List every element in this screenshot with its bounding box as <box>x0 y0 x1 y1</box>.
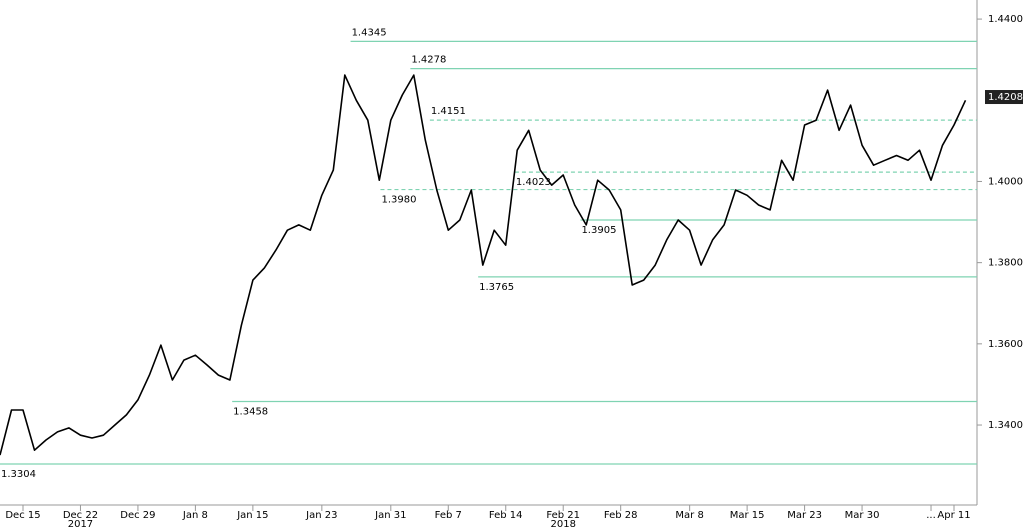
x-tick-label: Feb 28 <box>604 510 638 521</box>
y-tick-label: 1.4000 <box>988 176 1023 187</box>
year-label: 2018 <box>550 519 575 529</box>
x-tick-label: Jan 23 <box>305 510 337 521</box>
x-tick-label: Mar 15 <box>730 510 765 521</box>
y-tick-label: 1.3600 <box>988 339 1023 350</box>
x-tick-label: Jan 8 <box>182 510 208 521</box>
level-label: 1.3980 <box>381 195 416 206</box>
last-value-box <box>985 90 1023 105</box>
x-tick-label: Jan 15 <box>236 510 268 521</box>
x-tick-label: Mar 8 <box>675 510 703 521</box>
level-label: 1.4345 <box>352 27 387 38</box>
y-tick-label: 1.4400 <box>988 14 1023 25</box>
level-label: 1.4023 <box>516 177 551 188</box>
level-label: 1.3765 <box>479 282 514 293</box>
last-value-label: 1.4208 <box>988 92 1023 103</box>
x-tick-label: Dec 22 <box>63 510 98 521</box>
x-tick-label: Feb 7 <box>435 510 462 521</box>
level-label: 1.3905 <box>581 225 616 236</box>
x-tick-label: ... <box>926 510 936 521</box>
level-label: 1.4151 <box>431 106 466 117</box>
x-tick-label: Jan 31 <box>374 510 406 521</box>
y-tick-label: 1.3400 <box>988 420 1023 431</box>
x-tick-label: Dec 29 <box>120 510 155 521</box>
x-tick-label: Dec 15 <box>5 510 40 521</box>
price-line <box>0 74 967 456</box>
y-tick-label: 1.3800 <box>988 258 1023 269</box>
x-tick-label: Feb 14 <box>489 510 523 521</box>
level-label: 1.3458 <box>233 406 268 417</box>
level-label: 1.4278 <box>411 55 446 66</box>
x-tick-label: Apr 11 <box>937 510 970 521</box>
x-tick-label: Mar 30 <box>845 510 880 521</box>
year-label: 2017 <box>68 519 93 529</box>
x-tick-label: Feb 21 <box>546 510 580 521</box>
x-tick-label: Mar 23 <box>787 510 822 521</box>
level-label: 1.3304 <box>1 469 36 480</box>
